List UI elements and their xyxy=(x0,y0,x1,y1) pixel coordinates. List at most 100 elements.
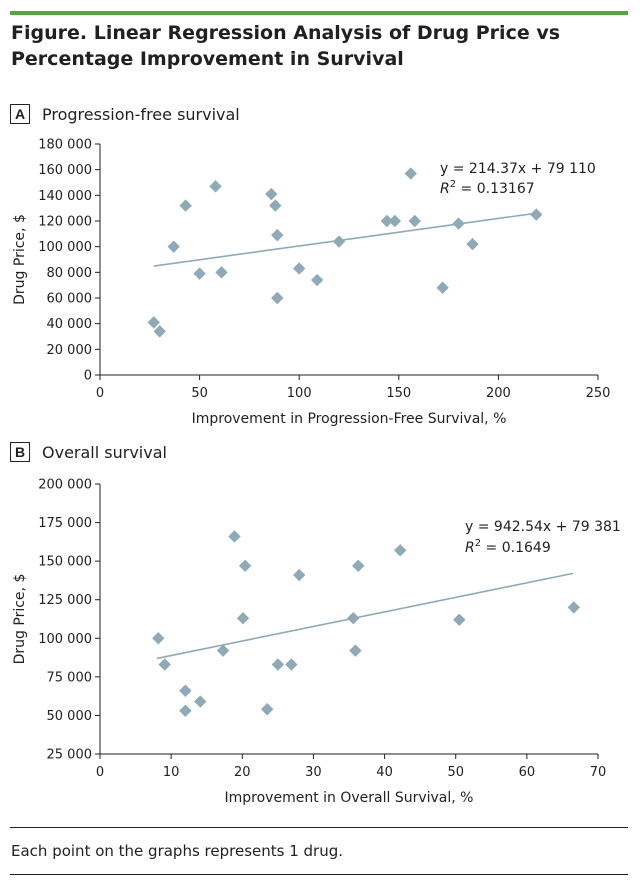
footnote-rule-top xyxy=(10,827,628,828)
x-tick-label: 30 xyxy=(305,765,322,780)
x-tick-label: 50 xyxy=(191,386,208,401)
regression-equation: y = 942.54x + 79 381 xyxy=(465,519,621,535)
data-point xyxy=(194,695,207,708)
trendline xyxy=(156,572,574,660)
x-tick-label: 200 xyxy=(486,386,511,401)
r-squared-value: = 0.1649 xyxy=(481,540,551,556)
data-point xyxy=(238,559,252,572)
y-tick-label: 20 000 xyxy=(47,343,93,358)
data-point xyxy=(352,559,365,572)
chart-b-os: 25 000 50 000 75 000 100 000 125 000 150 000 1… xyxy=(12,478,621,807)
x-tick-label: 250 xyxy=(586,386,611,401)
r-squared-exponent: 2 xyxy=(450,179,456,190)
data-point xyxy=(179,199,192,212)
y-tick-label: 140 000 xyxy=(38,189,92,204)
data-point xyxy=(436,281,449,294)
panel-a-header: A Progression-free survival xyxy=(10,103,240,125)
footnote: Each point on the graphs represents 1 dr… xyxy=(11,842,344,860)
y-tick-label: 125 000 xyxy=(38,593,92,608)
data-point xyxy=(293,262,306,275)
panel-b-letter: B xyxy=(10,442,30,462)
x-tick-label: 150 xyxy=(386,386,411,401)
y-tick-label: 40 000 xyxy=(47,317,93,332)
y-tick-label: 150 000 xyxy=(38,555,92,570)
data-point xyxy=(179,704,192,717)
y-tick-label: 50 000 xyxy=(47,709,93,724)
y-tick-label: 120 000 xyxy=(38,215,92,230)
data-point xyxy=(404,167,417,180)
y-tick-label: 60 000 xyxy=(47,292,93,307)
y-axis-label: Drug Price, $ xyxy=(12,574,28,665)
data-point xyxy=(271,658,285,671)
data-point xyxy=(179,684,192,697)
r-squared-value: = 0.13167 xyxy=(456,181,535,197)
data-point xyxy=(236,612,250,625)
panel-a-title: Progression-free survival xyxy=(42,104,240,124)
footnote-rule-bottom xyxy=(10,874,628,875)
data-point xyxy=(271,291,284,305)
x-tick-label: 40 xyxy=(376,765,393,780)
x-tick-label: 10 xyxy=(163,765,180,780)
x-tick-label: 0 xyxy=(96,386,104,401)
y-tick-label: 100 000 xyxy=(38,240,92,255)
data-point xyxy=(153,325,166,338)
data-point xyxy=(388,214,402,228)
data-point xyxy=(269,199,282,212)
data-point xyxy=(453,613,466,626)
data-point xyxy=(530,208,543,221)
data-point xyxy=(271,228,284,242)
y-tick-label: 160 000 xyxy=(38,163,92,178)
x-tick-label: 100 xyxy=(287,386,312,401)
data-point xyxy=(260,703,274,716)
r-squared: R2 = 0.13167 xyxy=(440,179,535,197)
data-point xyxy=(152,632,165,645)
x-tick-label: 70 xyxy=(590,765,607,780)
x-tick-label: 50 xyxy=(447,765,464,780)
data-point xyxy=(567,601,581,614)
data-point xyxy=(209,180,222,193)
data-point xyxy=(285,658,298,671)
y-tick-label: 100 000 xyxy=(38,632,92,647)
r-squared-exponent: 2 xyxy=(475,538,481,549)
chart-a-pfs: 0 20 000 40 000 60 000 80 000 100 000 120 000 1… xyxy=(12,138,611,428)
x-axis-label: Improvement in Overall Survival, % xyxy=(225,790,474,806)
data-point xyxy=(408,214,421,228)
data-point xyxy=(394,544,407,557)
panel-b-title: Overall survival xyxy=(42,442,167,462)
x-tick-label: 60 xyxy=(519,765,536,780)
accent-bar xyxy=(10,11,628,15)
y-tick-label: 200 000 xyxy=(38,478,92,493)
trendline xyxy=(153,212,539,267)
r-squared-symbol: R xyxy=(465,540,475,556)
y-tick-label: 25 000 xyxy=(47,748,93,763)
data-point xyxy=(215,266,228,279)
data-point xyxy=(349,644,362,657)
y-tick-label: 80 000 xyxy=(47,266,93,281)
data-point xyxy=(167,240,180,253)
y-tick-label: 75 000 xyxy=(47,670,93,685)
data-point xyxy=(310,273,324,287)
data-point xyxy=(293,568,306,582)
data-point xyxy=(147,316,160,329)
y-tick-label: 0 xyxy=(84,369,92,384)
data-point xyxy=(265,187,278,201)
data-point xyxy=(193,267,206,280)
y-axis-label: Drug Price, $ xyxy=(12,214,28,305)
data-point xyxy=(332,235,346,248)
r-squared-symbol: R xyxy=(440,181,450,197)
data-point xyxy=(158,658,171,671)
x-tick-label: 0 xyxy=(96,765,104,780)
x-axis-label: Improvement in Progression-Free Survival… xyxy=(192,411,507,427)
x-tick-label: 20 xyxy=(234,765,251,780)
data-point xyxy=(347,612,360,625)
y-tick-label: 180 000 xyxy=(38,138,92,153)
regression-equation: y = 214.37x + 79 110 xyxy=(440,161,596,177)
data-point xyxy=(228,530,241,543)
figure-title: Figure. Linear Regression Analysis of Dr… xyxy=(11,22,561,70)
r-squared: R2 = 0.1649 xyxy=(465,538,551,556)
y-tick-label: 175 000 xyxy=(38,516,92,531)
data-point xyxy=(452,217,465,230)
panel-b-header: B Overall survival xyxy=(10,441,167,463)
data-point xyxy=(466,237,479,251)
panel-a-letter: A xyxy=(10,104,30,124)
